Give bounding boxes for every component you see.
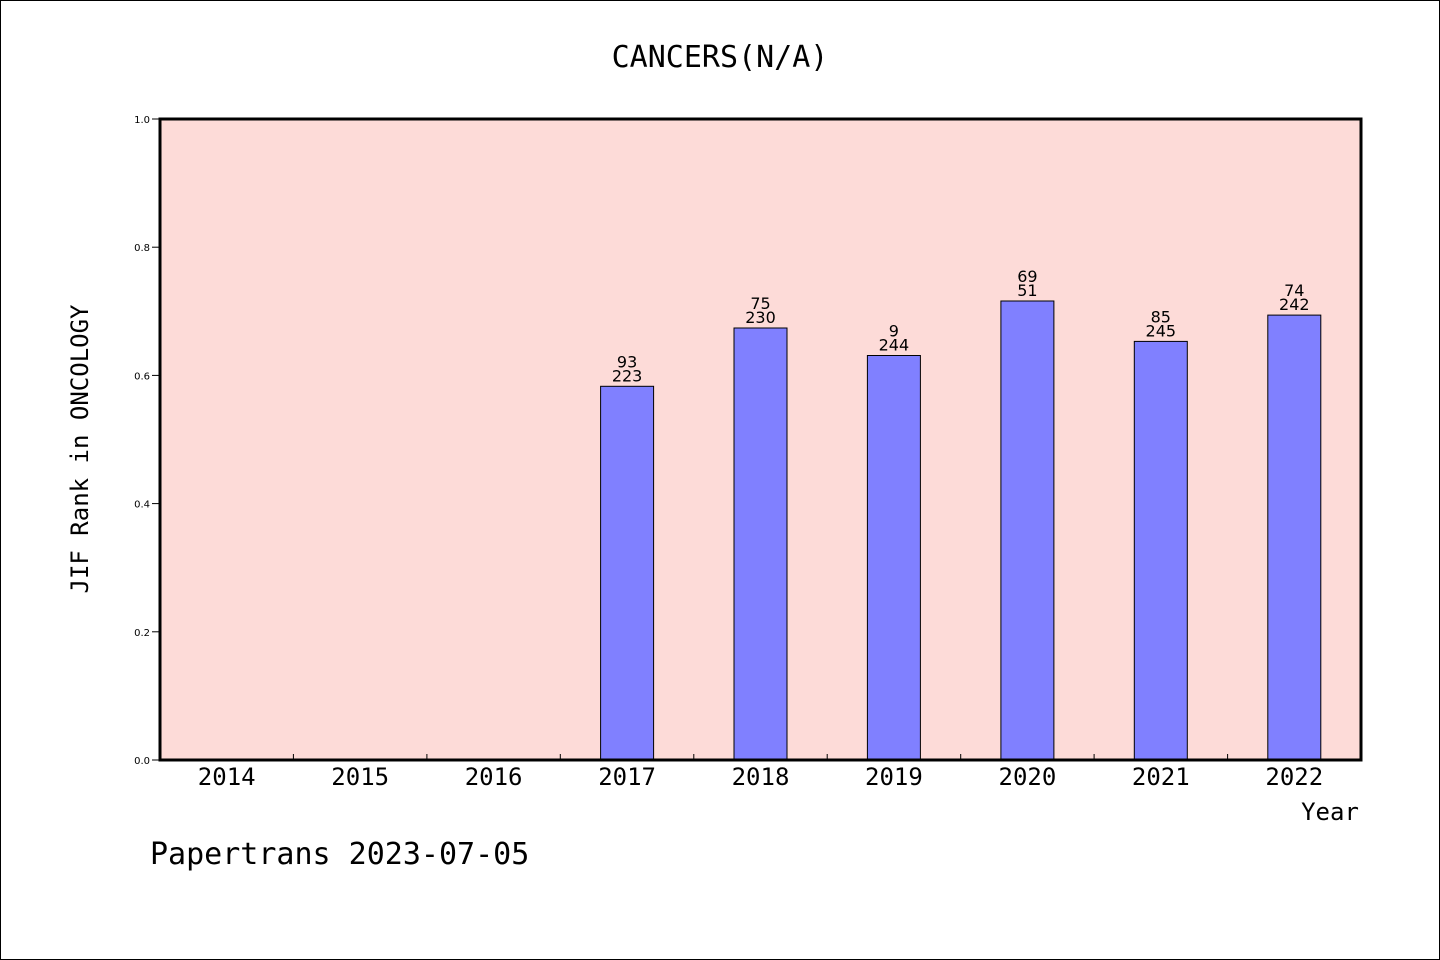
footer-text: Papertrans 2023-07-05 bbox=[150, 837, 529, 872]
bar-2017 bbox=[600, 385, 655, 761]
bars bbox=[600, 300, 1322, 761]
bar-2020 bbox=[1000, 300, 1055, 761]
x-tick-label-2020: 2020 bbox=[999, 763, 1057, 791]
y-tick-label: 0.6 bbox=[134, 371, 150, 382]
y-axis-ticks: 0.0 0.2 0.4 0.6 0.8 1.0 bbox=[134, 115, 160, 767]
x-tick-label-2015: 2015 bbox=[331, 763, 389, 791]
bar-label-top-2022: 74 bbox=[1284, 281, 1304, 300]
x-tick-label-2022: 2022 bbox=[1265, 763, 1323, 791]
bar-label-bottom-2021: 245 bbox=[1146, 321, 1177, 340]
plot-border bbox=[158, 117, 1363, 762]
bar-label-top-2017: 93 bbox=[617, 352, 637, 371]
x-tick-label-2019: 2019 bbox=[865, 763, 923, 791]
bar-label-bottom-2022: 242 bbox=[1279, 295, 1310, 314]
y-tick-label: 0.8 bbox=[134, 243, 150, 254]
x-axis-label: Year bbox=[1301, 798, 1359, 826]
bar-label-bottom-2020: 51 bbox=[1017, 281, 1037, 300]
x-tick-label-2018: 2018 bbox=[732, 763, 790, 791]
x-tick-label-2016: 2016 bbox=[465, 763, 523, 791]
chart-title: CANCERS(N/A) bbox=[612, 40, 829, 75]
bar-label-top-2019: 9 bbox=[889, 322, 899, 341]
x-tick-label-2017: 2017 bbox=[598, 763, 656, 791]
bar-label-top-2018: 75 bbox=[750, 294, 770, 313]
bar-label-top-2020: 69 bbox=[1017, 267, 1037, 286]
y-tick-label: 1.0 bbox=[134, 115, 150, 126]
y-axis-label: JIF Rank in ONCOLOGY bbox=[66, 304, 94, 594]
y-tick-label: 0.0 bbox=[134, 756, 150, 767]
bar-2018 bbox=[733, 327, 788, 761]
bar-2022 bbox=[1267, 314, 1322, 761]
y-tick-label: 0.2 bbox=[134, 628, 150, 639]
x-axis-ticks: 2014 2015 2016 2017 2018 2019 2020 2021 2022 bbox=[198, 754, 1323, 791]
bar-2021 bbox=[1133, 340, 1188, 761]
y-tick-label: 0.4 bbox=[134, 500, 150, 511]
x-tick-label-2021: 2021 bbox=[1132, 763, 1190, 791]
bar-label-bottom-2017: 223 bbox=[612, 366, 643, 385]
x-tick-label-2014: 2014 bbox=[198, 763, 256, 791]
bar-label-top-2021: 85 bbox=[1151, 307, 1171, 326]
bar-label-bottom-2018: 230 bbox=[745, 308, 776, 327]
bar-label-bottom-2019: 244 bbox=[879, 336, 910, 355]
bar-2019 bbox=[866, 355, 921, 761]
